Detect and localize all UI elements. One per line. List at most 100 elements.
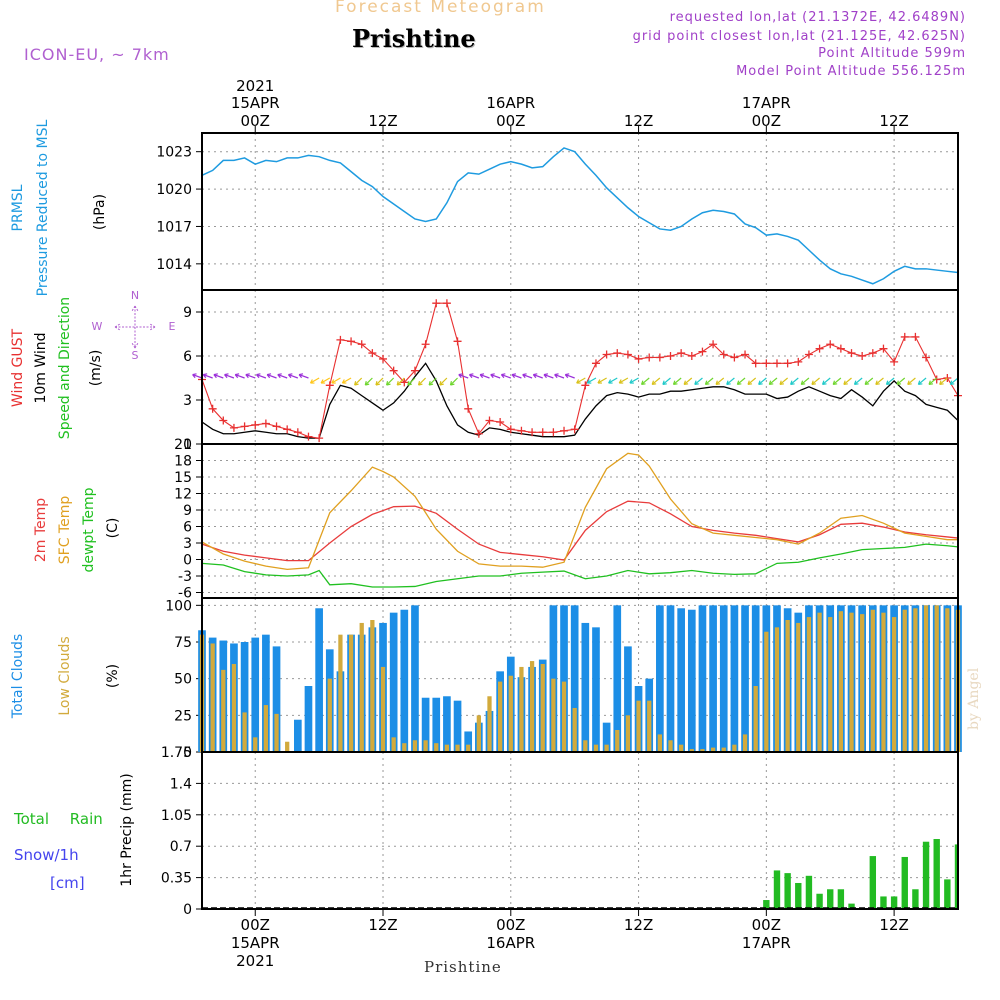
temp-2m-line	[201, 500, 959, 562]
wind-arrow-head	[811, 380, 816, 386]
total-cloud-bar	[666, 605, 675, 752]
low-cloud-bar	[263, 705, 269, 752]
y-tick-label: 0	[183, 437, 192, 453]
wind-direction-arrow	[543, 373, 554, 379]
wind-direction-arrow	[234, 373, 245, 379]
low-cloud-bar	[359, 622, 364, 752]
wind-direction-arrow	[907, 377, 916, 386]
wind-arrow-shaft	[875, 377, 884, 385]
wind-arrow-shaft	[511, 374, 522, 379]
wind-direction-arrow	[896, 377, 906, 386]
gust-marker	[506, 425, 515, 434]
x-tick-label-bottom: 12Z	[624, 916, 653, 934]
wind-direction-arrow	[417, 377, 427, 386]
wind-arrow-head	[407, 381, 412, 386]
wind-arrow-shaft	[533, 374, 543, 379]
gust-marker	[602, 350, 611, 359]
wind-arrow-shaft	[234, 374, 245, 379]
wind-direction-arrow	[364, 377, 373, 386]
gust-marker	[517, 426, 526, 435]
low-cloud-bar	[593, 744, 599, 752]
wind-arrow-head	[779, 380, 785, 386]
y-tick-label: 1.05	[161, 808, 192, 824]
rain-bar	[805, 875, 813, 909]
prmsl-label: PRMSL	[10, 184, 26, 231]
low-cloud-bar	[529, 661, 535, 752]
low-cloud-bar	[231, 664, 237, 752]
wind-arrow-shaft	[310, 377, 320, 384]
gust-marker	[836, 344, 845, 353]
low-cloud-bar	[891, 617, 897, 752]
wind-arrow-shaft	[458, 374, 469, 379]
gust-marker	[315, 434, 324, 443]
wind-arrow-shaft	[407, 377, 416, 386]
total-cloud-bar	[251, 637, 260, 752]
gust-marker	[709, 340, 718, 349]
wind-arrow-shaft	[298, 374, 309, 379]
wind-direction-label: Speed and Direction	[57, 297, 73, 439]
grid-point-coords: grid point closest lon,lat (21.125E, 42.…	[632, 29, 966, 44]
gust-marker	[357, 340, 366, 349]
wind-direction-arrow	[576, 377, 586, 384]
low-cloud-bar	[348, 634, 354, 752]
wind-arrow-head	[853, 380, 859, 386]
x-tick-label-bottom: 00Z	[496, 916, 525, 934]
low-clouds-label: Low Clouds	[57, 636, 73, 715]
y-tick-label: 6	[183, 349, 192, 365]
gust-marker	[325, 381, 334, 390]
gust-marker	[772, 359, 781, 368]
temp-sfc-label: SFC Temp	[57, 496, 73, 565]
gust-marker	[389, 366, 398, 375]
compass-s: S	[132, 349, 139, 362]
wind-direction-arrow	[320, 377, 331, 384]
wind-direction-arrow	[490, 373, 501, 379]
wind-direction-arrow	[597, 377, 607, 384]
wind-arrow-head	[564, 373, 570, 379]
gust-marker	[442, 299, 451, 308]
wind-arrow-shaft	[800, 377, 810, 385]
low-cloud-bar	[945, 608, 950, 752]
total-cloud-bar	[602, 722, 611, 752]
wind-arrow-shaft	[396, 377, 405, 386]
rain-bar	[795, 882, 802, 909]
x-tick-label-top: 12Z	[368, 112, 397, 130]
wind-arrow-head	[586, 379, 592, 384]
low-cloud-bar	[274, 713, 279, 752]
wind-arrow-shaft	[918, 377, 927, 385]
wind-arrow-shaft	[629, 377, 639, 384]
wind-unit-label: (m/s)	[88, 350, 104, 387]
wind-arrow-head	[192, 373, 197, 379]
low-cloud-bar	[444, 744, 450, 752]
bottom-location-label: Prishtine	[424, 958, 502, 976]
low-cloud-bar	[391, 737, 396, 752]
gust-marker	[890, 357, 899, 366]
wind-direction-arrow	[885, 377, 895, 386]
gust-marker	[868, 349, 877, 358]
clouds-unit-label: (%)	[105, 664, 121, 688]
wind-arrow-shaft	[203, 374, 213, 379]
wind-arrow-head	[864, 380, 870, 386]
x-date-label-bottom: 16APR	[486, 934, 535, 952]
wind-arrow-head	[640, 380, 646, 386]
wind-direction-arrow	[640, 377, 650, 386]
wind-direction-arrow	[449, 377, 458, 386]
low-cloud-bar	[700, 749, 705, 752]
wind-direction-arrow	[651, 377, 661, 386]
wind-direction-arrow	[608, 377, 618, 384]
wind-arrow-head	[202, 373, 208, 379]
total-cloud-bar	[751, 605, 760, 752]
x-year-label-top: 2021	[236, 77, 274, 95]
point-altitude: Point Altitude 599m	[818, 46, 966, 61]
rain-cm-label: [cm]	[50, 874, 85, 892]
wind-arrow-head	[790, 380, 795, 386]
low-cloud-bar	[828, 617, 833, 752]
wind-arrow-head	[608, 379, 613, 384]
wind-arrow-shaft	[779, 377, 789, 385]
low-cloud-bar	[466, 744, 471, 752]
gust-marker	[911, 332, 920, 341]
wind-arrow-head	[928, 380, 934, 386]
low-cloud-bar	[710, 747, 716, 752]
compass-n: N	[131, 289, 139, 302]
wind-arrow-shaft	[832, 377, 842, 385]
gust-marker	[751, 359, 760, 368]
